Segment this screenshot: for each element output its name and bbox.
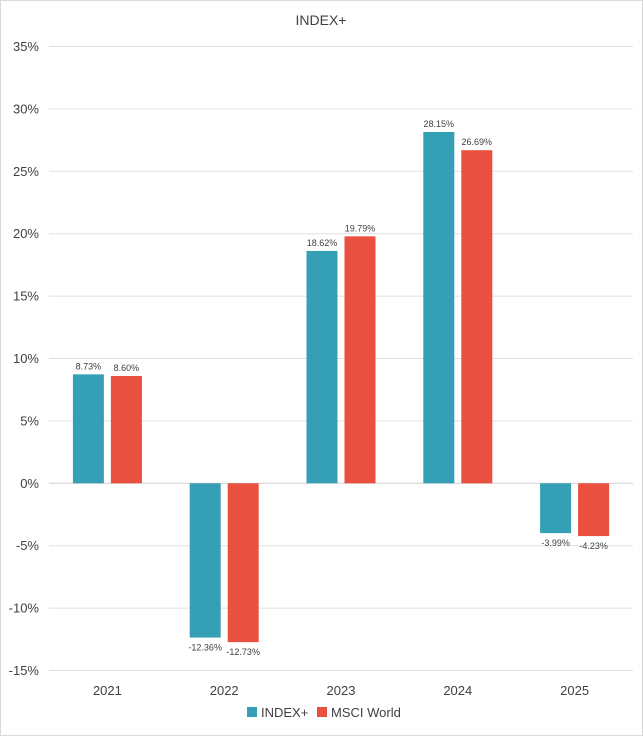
legend-swatch (247, 707, 257, 717)
y-tick-label: -10% (9, 601, 40, 616)
bar (461, 150, 493, 484)
bar (189, 483, 221, 638)
bar (578, 483, 610, 537)
x-tick-label: 2021 (93, 683, 122, 698)
y-tick-label: -15% (9, 663, 40, 678)
bar (423, 131, 455, 484)
bar (72, 374, 104, 484)
data-label: 8.60% (114, 363, 140, 373)
x-tick-label: 2024 (443, 683, 472, 698)
bar (540, 483, 572, 534)
y-tick-label: 15% (13, 289, 39, 304)
y-tick-label: 30% (13, 101, 39, 116)
legend-label: INDEX+ (261, 705, 308, 720)
legend: INDEX+ MSCI World (247, 705, 401, 720)
grid-layer (49, 46, 633, 671)
y-tick-label: 25% (13, 164, 39, 179)
bar (344, 236, 376, 484)
bar (227, 483, 259, 643)
data-label: 18.62% (307, 238, 338, 248)
y-tick-label: 35% (13, 39, 39, 54)
legend-swatch (317, 707, 327, 717)
data-label: 19.79% (345, 223, 376, 233)
chart-title: INDEX+ (296, 12, 347, 28)
x-axis-ticks: 2021 2022 2023 2024 2025 (93, 683, 589, 698)
data-label: -4.23% (579, 541, 608, 551)
data-label: -12.36% (188, 643, 222, 653)
y-tick-label: 5% (20, 413, 39, 428)
x-tick-label: 2023 (327, 683, 356, 698)
y-tick-label: -5% (16, 538, 40, 553)
data-labels-layer: 8.73% 8.60% -12.36% -12.73% 18.62% 19.79% 28.1… (76, 119, 608, 657)
data-label: -3.99% (541, 538, 570, 548)
y-tick-label: 10% (13, 351, 39, 366)
bar (306, 250, 338, 484)
data-label: 28.15% (424, 119, 455, 129)
data-label: 26.69% (462, 137, 493, 147)
bar (110, 375, 142, 484)
y-tick-label: 0% (20, 476, 39, 491)
x-tick-label: 2025 (560, 683, 589, 698)
legend-label: MSCI World (331, 705, 401, 720)
y-axis-ticks: 35% 30% 25% 20% 15% 10% 5% 0% -5% -10% -15% (9, 39, 40, 678)
data-label: -12.73% (226, 647, 260, 657)
y-tick-label: 20% (13, 226, 39, 241)
data-label: 8.73% (76, 361, 102, 371)
x-tick-label: 2022 (210, 683, 239, 698)
bars-layer (72, 131, 610, 643)
